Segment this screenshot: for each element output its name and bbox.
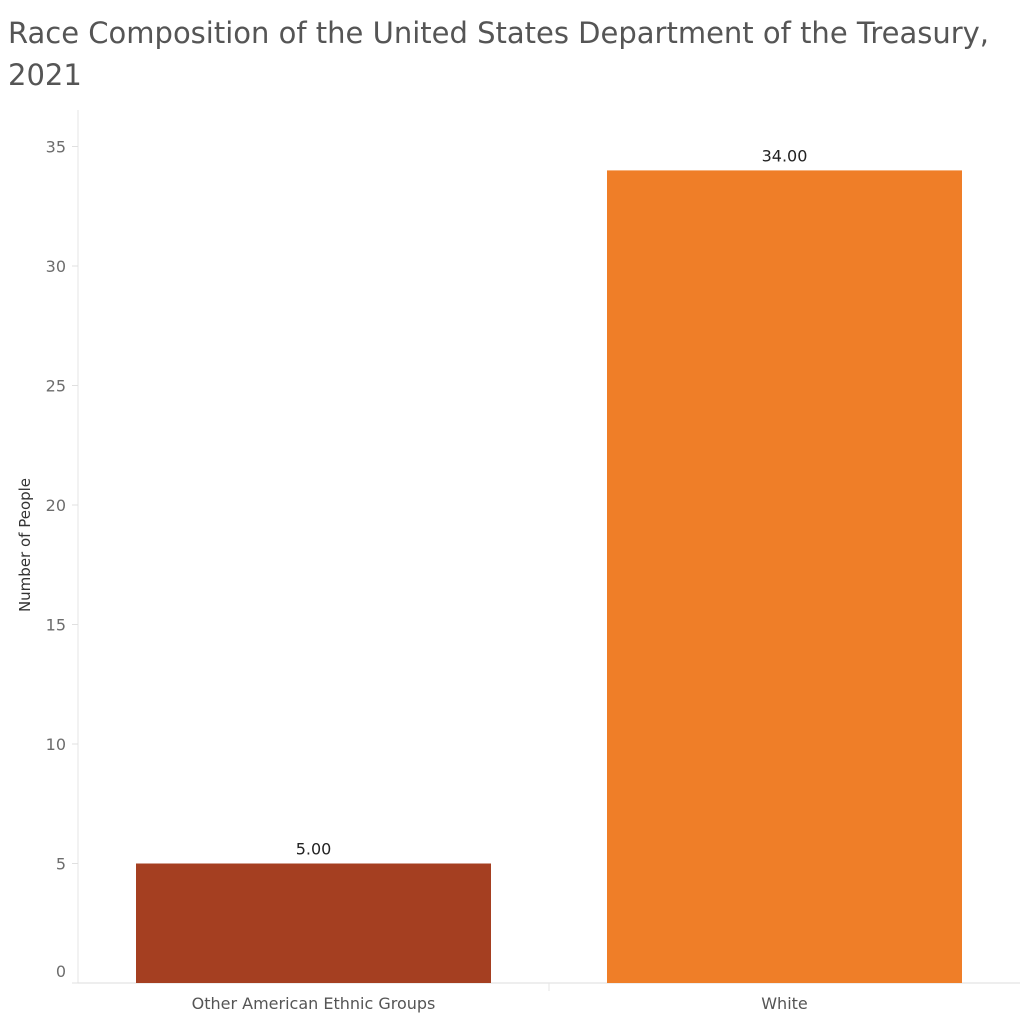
chart-title: Race Composition of the United States De… xyxy=(8,16,990,92)
y-tick-label: 10 xyxy=(46,735,66,754)
y-tick-label: 5 xyxy=(56,855,66,874)
y-tick-label: 0 xyxy=(56,962,66,981)
y-tick-label: 30 xyxy=(46,257,66,276)
x-axis-labels: Other American Ethnic Groups White xyxy=(192,983,808,1013)
data-label: 5.00 xyxy=(296,840,332,859)
y-tick-label: 35 xyxy=(46,138,66,157)
y-tick-label: 25 xyxy=(46,377,66,396)
x-category-label: White xyxy=(761,994,808,1013)
y-tick-label: 20 xyxy=(46,496,66,515)
y-axis-title: Number of People xyxy=(16,478,34,612)
y-axis-ticks: 0 5 10 15 20 25 30 35 xyxy=(46,138,78,984)
x-category-label: Other American Ethnic Groups xyxy=(192,994,436,1013)
y-tick-label: 15 xyxy=(46,616,66,635)
data-label: 34.00 xyxy=(762,146,808,165)
bar[interactable] xyxy=(136,863,491,984)
bar[interactable] xyxy=(607,170,962,983)
bars: 5.00 34.00 xyxy=(136,146,962,983)
